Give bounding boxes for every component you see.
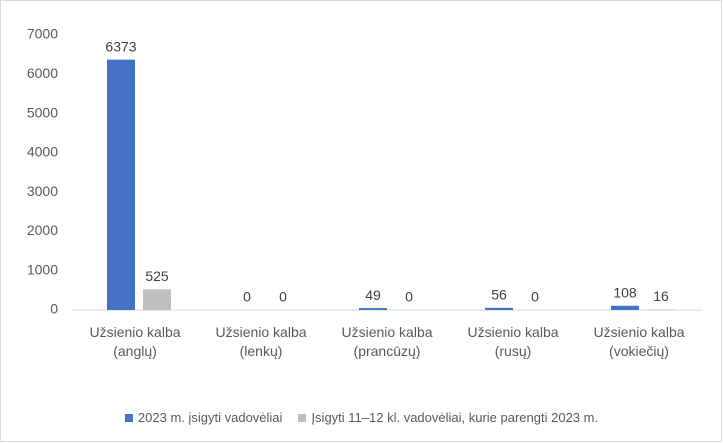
data-label: 525 (145, 268, 169, 284)
bar (485, 307, 513, 310)
y-tick-label: 0 (50, 301, 58, 317)
data-label: 49 (365, 287, 381, 303)
bar (107, 59, 135, 310)
y-tick-label: 6000 (27, 65, 58, 81)
data-label: 0 (243, 289, 251, 305)
data-label: 6373 (105, 38, 136, 54)
legend-item: 2023 m. įsigyti vadovėliai (124, 410, 283, 425)
data-label: 0 (531, 289, 539, 305)
data-label: 108 (613, 284, 637, 300)
data-label: 16 (653, 288, 669, 304)
data-label: 0 (405, 289, 413, 305)
y-tick-label: 5000 (27, 104, 58, 120)
legend-label: Įsigyti 11–12 kl. vadovėliai, kurie pare… (311, 410, 599, 425)
legend-swatch (298, 414, 307, 422)
y-tick-label: 3000 (27, 183, 58, 199)
bar (359, 308, 387, 310)
data-label: 56 (491, 287, 507, 303)
legend: 2023 m. įsigyti vadovėliai Įsigyti 11–12 … (0, 410, 723, 425)
x-tick-label: Užsienio kalba (vokiečių) (593, 324, 685, 359)
y-tick-label: 1000 (27, 261, 58, 277)
x-tick-label: Užsienio kalba (prancūzų) (341, 324, 433, 359)
legend-label: 2023 m. įsigyti vadovėliai (137, 410, 283, 425)
x-tick-label: Užsienio kalba (rusų) (467, 324, 559, 359)
bar (143, 289, 171, 310)
y-tick-label: 4000 (27, 144, 58, 160)
bar (611, 305, 639, 310)
y-tick-label: 7000 (27, 26, 58, 42)
x-tick-label: Užsienio kalba (lenkų) (215, 324, 307, 359)
bar (647, 309, 675, 310)
y-tick-label: 2000 (27, 222, 58, 238)
x-tick-label: Užsienio kalba (anglų) (89, 324, 181, 359)
legend-swatch (124, 414, 133, 422)
legend-item: Įsigyti 11–12 kl. vadovėliai, kurie pare… (298, 410, 598, 425)
data-label: 0 (279, 289, 287, 305)
